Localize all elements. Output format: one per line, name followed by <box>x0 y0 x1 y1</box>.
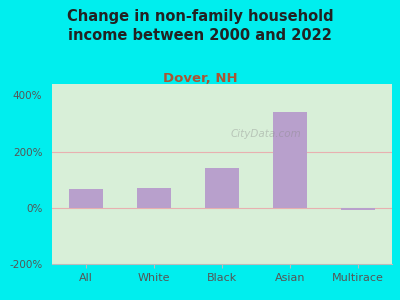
Bar <box>69 189 103 208</box>
Bar <box>273 112 307 208</box>
Bar <box>341 208 375 210</box>
Bar <box>137 188 171 208</box>
Bar <box>205 168 239 208</box>
Text: Change in non-family household
income between 2000 and 2022: Change in non-family household income be… <box>67 9 333 43</box>
Text: Dover, NH: Dover, NH <box>163 72 237 85</box>
Text: CityData.com: CityData.com <box>231 129 302 140</box>
